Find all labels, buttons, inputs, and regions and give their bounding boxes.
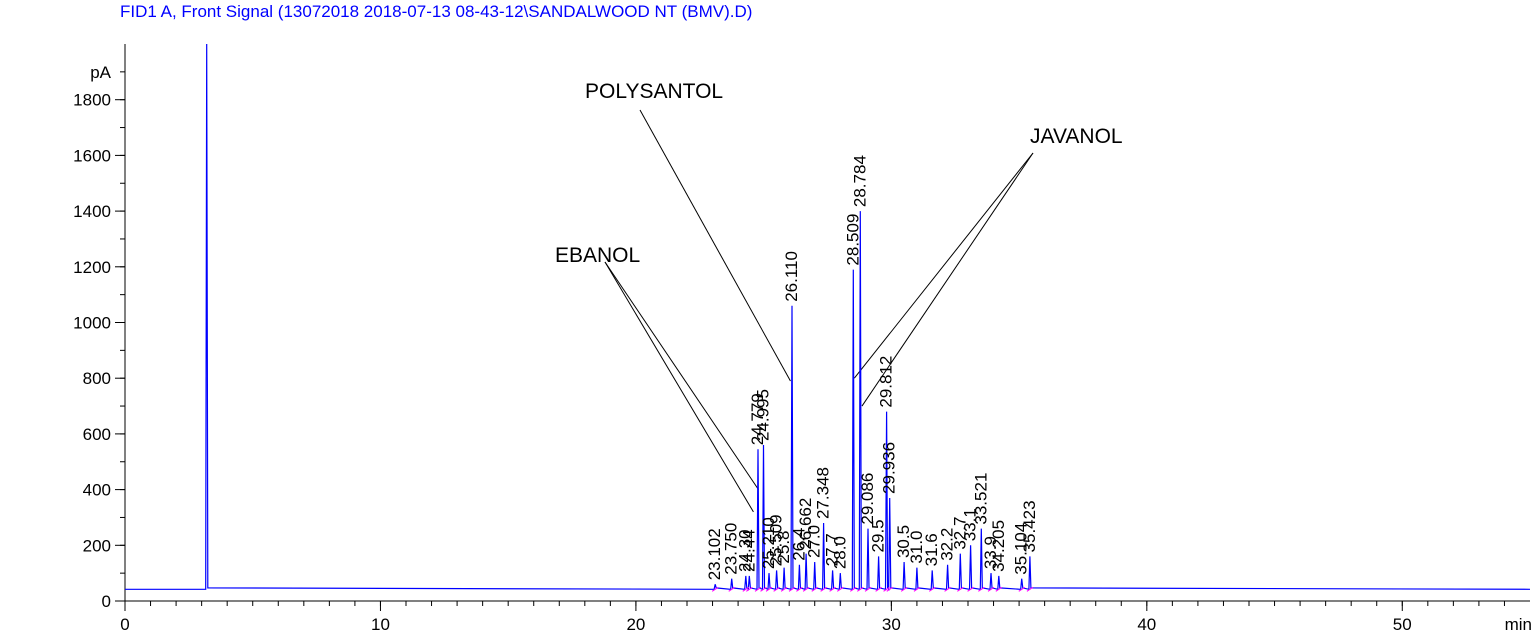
peak-label: 24.779 <box>748 393 767 445</box>
baseline-mark <box>742 586 750 592</box>
y-tick-label: 1600 <box>73 146 111 165</box>
annotation-leader-line <box>853 152 1034 379</box>
y-tick-label: 400 <box>83 481 111 500</box>
peak-label: 24.30 <box>736 529 755 572</box>
baseline-mark <box>711 586 719 592</box>
peak-label: 24.44 <box>739 529 758 572</box>
x-tick-label: 30 <box>882 615 901 634</box>
baseline-mark <box>746 586 753 592</box>
peak-label: 31.0 <box>907 530 926 563</box>
peak-label: 32.2 <box>938 528 957 561</box>
baseline-mark <box>802 586 810 592</box>
baseline-mark <box>765 586 773 592</box>
baseline-mark <box>836 586 844 592</box>
baseline-mark <box>780 586 788 592</box>
signal-line <box>125 43 1531 592</box>
compound-label: EBANOL <box>555 244 640 267</box>
baseline-mark <box>1018 586 1026 592</box>
peak-label: 27.0 <box>805 525 824 558</box>
baseline-mark <box>978 586 985 592</box>
baseline-mark <box>788 586 796 592</box>
x-tick-label: 0 <box>120 615 129 634</box>
baseline-mark <box>857 586 864 592</box>
baseline-mark <box>849 586 857 592</box>
peak-label: 28.0 <box>830 536 849 569</box>
annotation-leader-line <box>861 152 1034 407</box>
compound-label: JAVANOL <box>1030 125 1123 148</box>
peak-label: 27.348 <box>814 467 833 519</box>
x-axis-unit-label: min <box>1505 615 1532 634</box>
baseline-mark <box>773 586 780 592</box>
peak-label: 26.110 <box>782 251 801 302</box>
peak-label: 23.750 <box>722 523 741 575</box>
baseline-mark <box>900 586 908 592</box>
baseline-mark <box>987 586 995 592</box>
y-tick-label: 1800 <box>73 91 111 110</box>
peak-label: 23.102 <box>705 528 724 580</box>
peak-label: 32.7 <box>950 517 969 550</box>
peak-label: 35.423 <box>1020 500 1039 552</box>
baseline-mark <box>883 586 890 592</box>
peak-label: 24.995 <box>754 389 773 441</box>
baseline-mark <box>913 586 921 592</box>
annotation-leader-line <box>639 109 791 382</box>
peak-label: 29.086 <box>858 473 877 525</box>
peak-label: 25.8 <box>774 530 793 563</box>
y-tick-label: 0 <box>102 592 111 611</box>
x-tick-label: 20 <box>626 615 645 634</box>
peak-label: 26.4 <box>789 528 808 561</box>
peak-label: 30.5 <box>894 525 913 558</box>
baseline-mark <box>957 586 964 592</box>
baseline-mark <box>1026 586 1034 592</box>
baseline-mark <box>944 586 951 592</box>
peak-label: 29.936 <box>880 442 899 494</box>
peak-label: 33.9 <box>981 536 1000 569</box>
chart-title: FID1 A, Front Signal (13072018 2018-07-1… <box>120 2 753 21</box>
peak-label: 33.1 <box>961 508 980 541</box>
peak-label: 33.521 <box>971 473 990 525</box>
y-axis-unit-label: pA <box>90 63 111 82</box>
y-tick-label: 1000 <box>73 314 111 333</box>
baseline-mark <box>967 586 974 592</box>
baseline-mark <box>875 586 882 592</box>
peak-label: 35.104 <box>1012 523 1031 575</box>
peak-label: 25.210 <box>759 517 778 569</box>
x-tick-label: 10 <box>371 615 390 634</box>
peak-label: 28.509 <box>843 214 862 266</box>
y-tick-label: 600 <box>83 425 111 444</box>
baseline-mark <box>796 586 803 592</box>
axes: 0 200 400 600 800 1000 1200 1400 1600 1800 pA 0 10 20… <box>73 44 1532 634</box>
signal-trace <box>125 43 1531 592</box>
peak-label: 34.205 <box>989 520 1008 572</box>
baseline-mark <box>995 586 1003 592</box>
baseline-mark <box>829 586 836 592</box>
y-tick-label: 1200 <box>73 258 111 277</box>
baseline-mark <box>928 586 936 592</box>
y-tick-label: 1400 <box>73 202 111 221</box>
y-tick-label: 800 <box>83 369 111 388</box>
peak-label: 25.509 <box>767 514 786 566</box>
x-tick-label: 40 <box>1137 615 1156 634</box>
peak-label: 27.7 <box>823 533 842 566</box>
compound-label: POLYSANTOL <box>585 80 723 103</box>
compound-annotations: EBANOL POLYSANTOL JAVANOL <box>555 80 1123 513</box>
peak-label: 29.812 <box>877 356 896 408</box>
peak-label: 26.662 <box>796 498 815 550</box>
baseline-mark <box>754 586 762 592</box>
annotation-leader-line <box>604 261 754 513</box>
baseline-mark <box>811 586 819 592</box>
baseline-mark <box>864 586 872 592</box>
baseline-mark <box>820 586 827 592</box>
baseline-mark <box>760 586 767 592</box>
baseline-mark <box>886 586 894 592</box>
baseline-mark <box>728 586 735 592</box>
annotation-leader-line <box>604 261 759 490</box>
x-tick-label: 50 <box>1393 615 1412 634</box>
peak-label: 31.6 <box>922 533 941 566</box>
y-tick-label: 200 <box>83 536 111 555</box>
peak-label: 29.5 <box>869 519 888 552</box>
peak-label: 28.784 <box>850 155 869 207</box>
